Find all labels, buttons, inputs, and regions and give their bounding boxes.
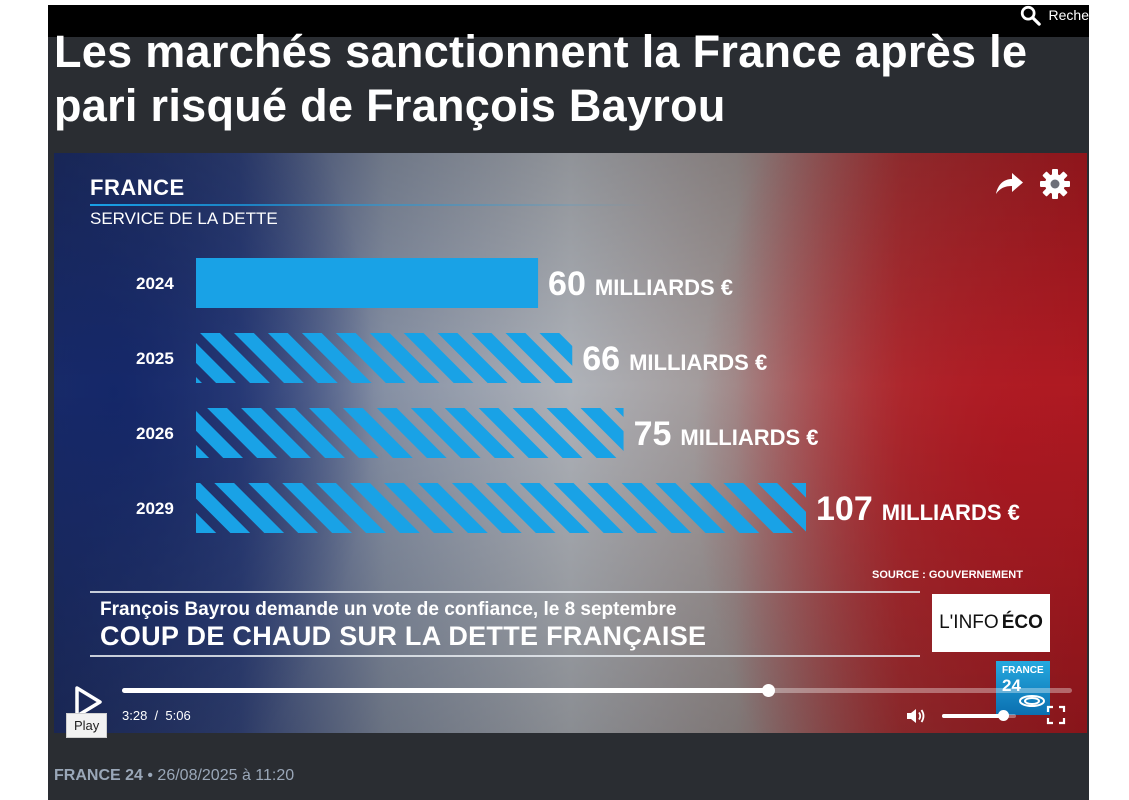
lower-third-rule-top bbox=[90, 591, 920, 593]
search-button[interactable]: Reche bbox=[1019, 5, 1089, 26]
progress-bar[interactable] bbox=[122, 684, 1072, 697]
bar-year-label: 2026 bbox=[136, 424, 174, 443]
search-label: Reche bbox=[1048, 7, 1089, 23]
video-player[interactable]: FRANCE SERVICE DE LA DETTE bbox=[54, 153, 1087, 733]
bar-2024 bbox=[196, 258, 539, 308]
current-time: 3:28 bbox=[122, 708, 148, 723]
lower-third-subtitle: François Bayrou demande un vote de confi… bbox=[100, 599, 677, 620]
article-page: Reche Les marchés sanctionnent la France… bbox=[48, 5, 1089, 800]
meta-separator: • bbox=[147, 767, 153, 784]
graphic-title-rule bbox=[90, 204, 650, 206]
france24-waves-icon bbox=[1019, 695, 1045, 707]
graphic-title: FRANCE bbox=[90, 175, 185, 200]
bar-value-label: 60 MILLIARDS € bbox=[548, 265, 733, 303]
fullscreen-icon[interactable] bbox=[1046, 705, 1066, 725]
bar-value-label: 75 MILLIARDS € bbox=[634, 415, 819, 453]
top-bar: Reche bbox=[48, 5, 1089, 37]
gear-icon[interactable] bbox=[1038, 167, 1072, 201]
bar-value-label: 107 MILLIARDS € bbox=[816, 490, 1020, 528]
bar-value-label: 66 MILLIARDS € bbox=[582, 340, 767, 378]
article-source: FRANCE 24 bbox=[54, 767, 143, 784]
channel-logo-top: FRANCE bbox=[1002, 665, 1044, 676]
show-logo: L'INFO ÉCO bbox=[932, 594, 1050, 652]
lower-third-rule-bottom bbox=[90, 655, 920, 657]
progress-handle[interactable] bbox=[762, 684, 775, 697]
volume-fill bbox=[942, 714, 1003, 718]
play-icon[interactable] bbox=[72, 685, 104, 719]
article-meta: FRANCE 24 • 26/08/2025 à 11:20 bbox=[54, 767, 294, 785]
volume-handle[interactable] bbox=[997, 710, 1009, 721]
bar-2029 bbox=[196, 483, 806, 533]
play-tooltip: Play bbox=[66, 713, 108, 738]
article-headline: Les marchés sanctionnent la France après… bbox=[54, 26, 1028, 131]
time-separator: / bbox=[154, 708, 159, 723]
search-icon bbox=[1020, 5, 1041, 26]
debt-service-chart: 2024 60 MILLIARDS € 2025 66 MILLIARDS € 2026 75… bbox=[136, 258, 1020, 533]
graphic-subtitle: SERVICE DE LA DETTE bbox=[90, 209, 278, 228]
show-logo-bold: ÉCO bbox=[1001, 612, 1043, 633]
source-note: SOURCE : GOUVERNEMENT bbox=[872, 569, 1023, 581]
show-logo-light: L'INFO bbox=[939, 612, 999, 633]
share-icon[interactable] bbox=[992, 167, 1026, 201]
bar-2026 bbox=[196, 408, 624, 458]
lower-third-headline: COUP DE CHAUD SUR LA DETTE FRANÇAISE bbox=[100, 621, 707, 651]
progress-fill bbox=[122, 688, 768, 693]
bar-year-label: 2025 bbox=[136, 349, 174, 368]
channel-logo-bottom: 24 bbox=[1002, 676, 1021, 695]
bar-year-label: 2029 bbox=[136, 499, 174, 518]
volume-slider[interactable] bbox=[942, 710, 1016, 721]
volume-icon[interactable] bbox=[906, 707, 926, 725]
duration: 5:06 bbox=[165, 708, 191, 723]
bar-2025 bbox=[196, 333, 573, 383]
time-display: 3:28 / 5:06 bbox=[122, 708, 191, 723]
article-date: 26/08/2025 à 11:20 bbox=[157, 767, 295, 784]
bar-year-label: 2024 bbox=[136, 274, 174, 293]
france24-logo: FRANCE 24 bbox=[996, 661, 1050, 715]
